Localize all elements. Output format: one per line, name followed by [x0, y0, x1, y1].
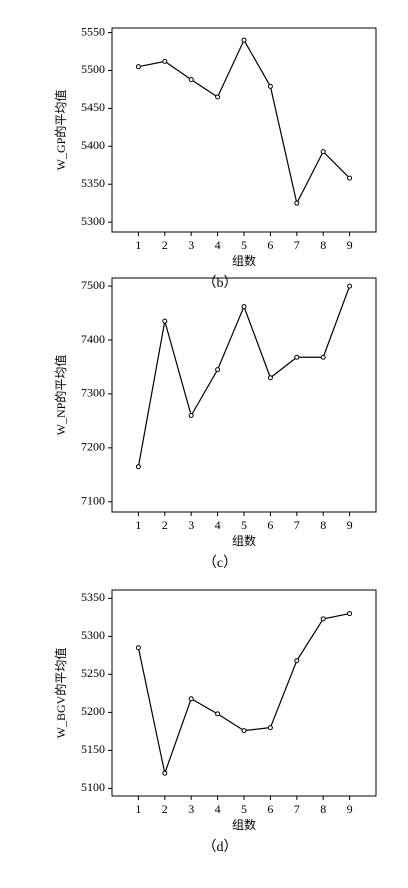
y-axis-label: W_NP的平均值 [53, 355, 68, 436]
x-tick-label: 1 [135, 238, 141, 252]
marker [267, 375, 273, 381]
marker [294, 354, 300, 360]
x-axis-label: 组数 [232, 533, 256, 548]
x-tick-label: 1 [135, 518, 141, 532]
marker [162, 770, 168, 776]
marker [162, 58, 168, 64]
caption: （c） [203, 555, 237, 571]
x-tick-label: 2 [162, 238, 168, 252]
y-tick-label: 5500 [81, 62, 105, 76]
marker [347, 283, 353, 289]
x-tick-label: 5 [241, 802, 247, 816]
plot-frame [111, 589, 377, 797]
marker [215, 94, 221, 100]
y-tick-label: 7200 [81, 440, 105, 454]
x-tick-label: 8 [320, 238, 326, 252]
marker [215, 367, 221, 373]
line [137, 285, 351, 467]
marker [162, 318, 168, 324]
x-tick-label: 6 [267, 238, 273, 252]
x-tick-label: 3 [188, 238, 194, 252]
marker [188, 696, 194, 702]
marker [267, 83, 273, 89]
y-axis-label: W_GP的平均值 [53, 90, 68, 171]
x-tick-label: 1 [135, 802, 141, 816]
line [138, 38, 351, 205]
marker [188, 412, 194, 418]
y-tick-label: 7400 [81, 332, 105, 346]
x-tick-label: 3 [188, 518, 194, 532]
marker [267, 725, 273, 731]
x-tick-label: 4 [215, 518, 221, 532]
x-tick-label: 8 [320, 518, 326, 532]
caption: （b） [203, 275, 238, 291]
x-axis-label: 组数 [232, 253, 256, 268]
marker [241, 37, 247, 43]
marker [320, 149, 326, 155]
y-tick-label: 5300 [81, 628, 105, 642]
y-tick-label: 7100 [81, 494, 105, 508]
marker [241, 304, 247, 310]
marker [347, 175, 353, 181]
marker [347, 611, 353, 617]
y-tick-label: 5200 [81, 704, 105, 718]
marker [294, 200, 300, 206]
x-tick-label: 2 [162, 802, 168, 816]
y-tick-label: 5100 [81, 780, 105, 794]
x-tick-label: 7 [294, 802, 300, 816]
x-tick-label: 2 [162, 518, 168, 532]
x-axis-label: 组数 [232, 817, 256, 832]
marker [135, 645, 141, 651]
y-tick-label: 5400 [81, 138, 105, 152]
plot-frame [111, 27, 377, 233]
caption: （d） [203, 839, 238, 855]
x-tick-label: 6 [267, 802, 273, 816]
marker [135, 464, 141, 470]
x-tick-label: 9 [347, 238, 353, 252]
x-tick-label: 8 [320, 802, 326, 816]
marker [320, 354, 326, 360]
marker [188, 77, 194, 83]
x-tick-label: 7 [294, 238, 300, 252]
x-tick-label: 4 [215, 802, 221, 816]
y-tick-label: 5450 [81, 100, 105, 114]
x-tick-label: 3 [188, 802, 194, 816]
y-tick-label: 7300 [81, 386, 105, 400]
marker [241, 728, 247, 734]
x-tick-label: 7 [294, 518, 300, 532]
y-tick-label: 5250 [81, 666, 105, 680]
y-tick-label: 5150 [81, 742, 105, 756]
marker [294, 658, 300, 664]
y-axis-label: W_BGV的平均值 [53, 648, 68, 739]
y-tick-label: 5350 [81, 176, 105, 190]
x-tick-label: 9 [347, 802, 353, 816]
x-tick-label: 5 [241, 518, 247, 532]
marker [215, 711, 221, 717]
x-tick-label: 9 [347, 518, 353, 532]
y-tick-label: 5350 [81, 590, 105, 604]
x-tick-label: 5 [241, 238, 247, 252]
marker [135, 64, 141, 70]
x-tick-label: 4 [215, 238, 221, 252]
x-tick-label: 6 [267, 518, 273, 532]
y-tick-label: 5550 [81, 24, 105, 38]
y-tick-label: 7500 [81, 278, 105, 292]
y-tick-label: 5300 [81, 214, 105, 228]
line [137, 612, 350, 776]
marker [320, 616, 326, 622]
